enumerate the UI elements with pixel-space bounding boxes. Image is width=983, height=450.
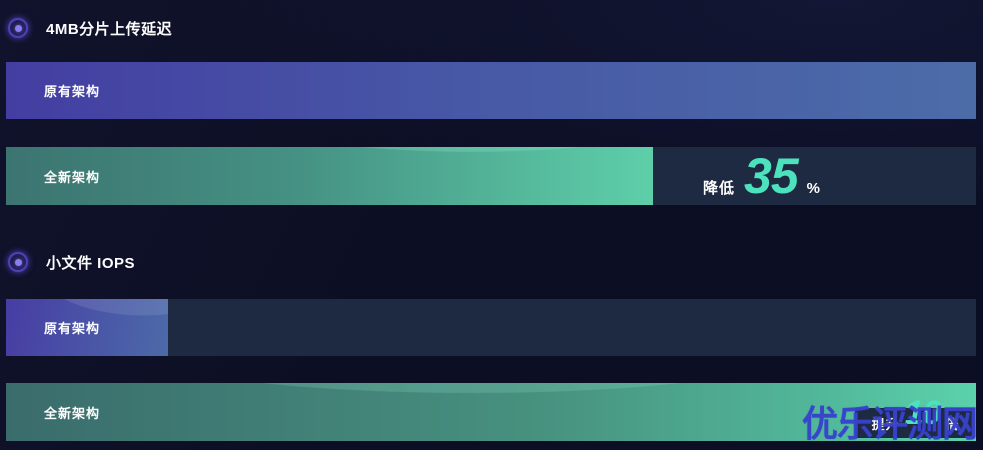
empty-panel-iops xyxy=(168,299,976,356)
stat-value: 35 xyxy=(744,147,799,204)
stat-panel-iops: 提升 10 倍 xyxy=(855,396,975,438)
section-title: 小文件 IOPS xyxy=(46,254,136,272)
bar-label: 原有架构 xyxy=(44,84,101,99)
bar-new-latency: 全新架构 xyxy=(6,147,653,205)
bar-label: 全新架构 xyxy=(44,405,101,421)
stat-suffix: 倍 xyxy=(945,416,959,432)
bar-original-iops: 原有架构 xyxy=(6,299,168,356)
stat-latency: 降低 35 % xyxy=(703,147,820,204)
bar-label: 全新架构 xyxy=(44,169,101,185)
watermark-text: 优乐评测网 xyxy=(801,403,978,444)
bar-label: 原有架构 xyxy=(44,321,101,336)
bullet-icon xyxy=(8,252,28,272)
stat-suffix: % xyxy=(806,179,820,197)
bar-original-latency: 原有架构 xyxy=(6,62,976,119)
stat-panel-latency: 降低 35 % xyxy=(653,147,976,205)
section-header-upload-latency: 4MB分片上传延迟 xyxy=(8,17,172,39)
stat-value: 10 xyxy=(904,393,942,432)
bullet-dot-icon xyxy=(14,24,22,32)
bar-new-iops: 全新架构 提升 10 倍 xyxy=(6,383,976,441)
stat-prefix: 提升 xyxy=(871,416,900,432)
stat-prefix: 降低 xyxy=(703,179,736,197)
bullet-icon xyxy=(8,18,28,38)
section-title: 4MB分片上传延迟 xyxy=(46,20,173,38)
bullet-dot-icon xyxy=(14,258,22,266)
section-header-iops: 小文件 IOPS xyxy=(8,251,135,273)
